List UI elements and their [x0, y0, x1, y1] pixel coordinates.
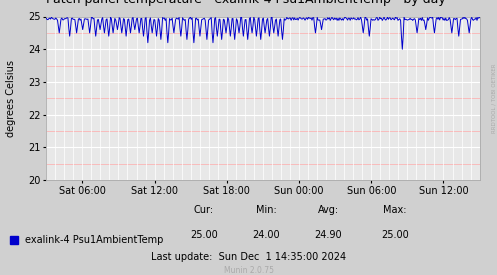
Text: 25.00: 25.00 [190, 230, 218, 240]
Legend: exalink-4 Psu1AmbientTemp: exalink-4 Psu1AmbientTemp [10, 235, 164, 245]
Text: Cur:: Cur: [194, 205, 214, 215]
Text: Min:: Min: [255, 205, 276, 215]
Text: RRDTOOL / TOBI OETIKER: RRDTOOL / TOBI OETIKER [491, 64, 496, 133]
Text: degrees Celsius: degrees Celsius [6, 60, 16, 137]
Text: Munin 2.0.75: Munin 2.0.75 [224, 266, 273, 275]
Text: 24.90: 24.90 [314, 230, 342, 240]
Text: Patch panel temperature - exalink-4 Psu1AmbientTemp - by day: Patch panel temperature - exalink-4 Psu1… [46, 0, 446, 6]
Text: Max:: Max: [383, 205, 407, 215]
Text: 24.00: 24.00 [252, 230, 280, 240]
Text: Avg:: Avg: [318, 205, 338, 215]
Text: 25.00: 25.00 [381, 230, 409, 240]
Text: Last update:  Sun Dec  1 14:35:00 2024: Last update: Sun Dec 1 14:35:00 2024 [151, 252, 346, 262]
